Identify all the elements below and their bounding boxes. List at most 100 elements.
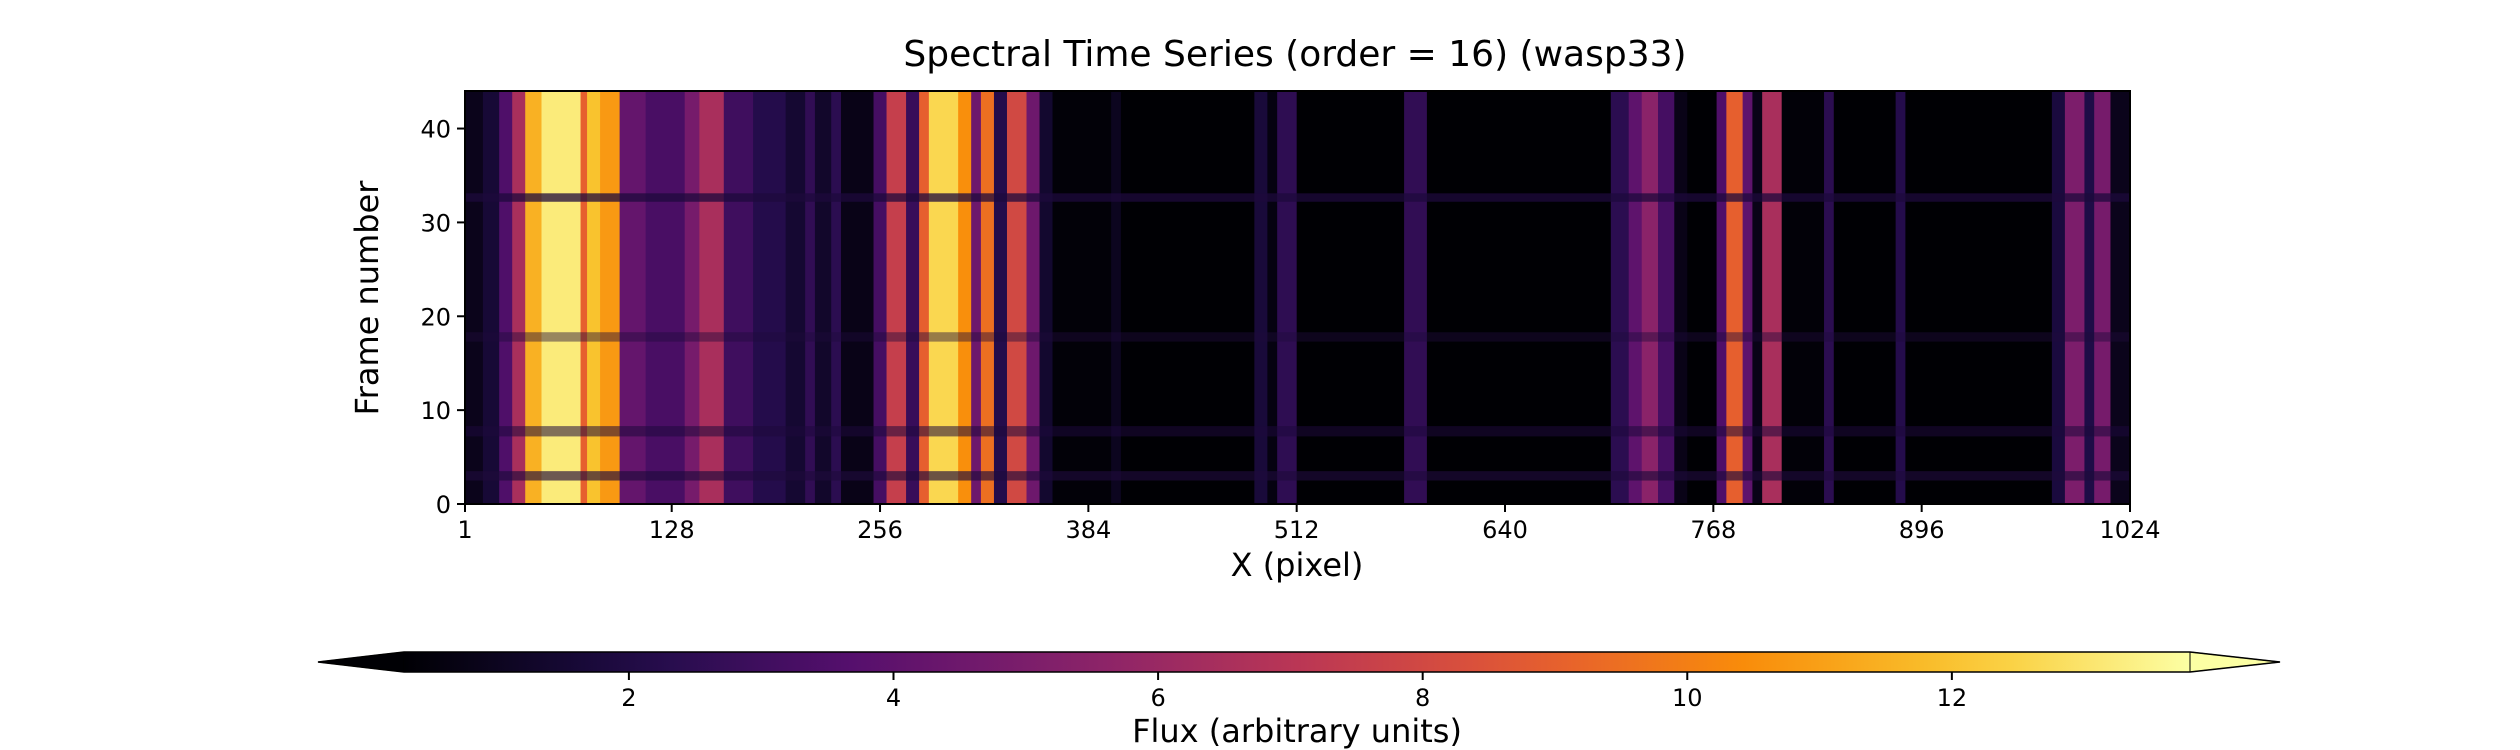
low-flux-frame [465, 471, 2130, 481]
heatmap-band [600, 91, 621, 504]
low-flux-frame [465, 426, 2130, 437]
heatmap-band [2094, 91, 2112, 504]
heatmap-band [1674, 91, 1688, 504]
x-tick-label: 640 [1482, 516, 1528, 544]
x-tick-label: 1 [457, 516, 472, 544]
heatmap-band [1296, 91, 1405, 504]
heatmap-band [1039, 91, 1054, 504]
heatmap-band [1006, 91, 1028, 504]
heatmap-band [684, 91, 700, 504]
x-axis-label: X (pixel) [1231, 546, 1364, 584]
colorbar-extend-low [317, 651, 405, 673]
heatmap-band [2084, 91, 2095, 504]
heatmap-band [873, 91, 888, 504]
heatmap-band [699, 91, 725, 504]
heatmap-band [1641, 91, 1659, 504]
heatmap-band [1687, 91, 1718, 504]
y-tick-label: 30 [420, 209, 451, 237]
heatmap-band [580, 91, 588, 504]
heatmap-band [1426, 91, 1612, 504]
colorbar-tick-label: 4 [886, 684, 901, 712]
plot-frame [464, 90, 2131, 505]
heatmap-band [619, 91, 647, 504]
heatmap-band [1628, 91, 1643, 504]
colorbar-extend-high [2189, 651, 2281, 673]
heatmap-band [1762, 91, 1783, 504]
heatmap-band [465, 91, 484, 504]
heatmap-band [1905, 91, 2053, 504]
heatmap-band [541, 91, 582, 504]
colorbar-label: Flux (arbitrary units) [1132, 712, 1462, 750]
colorbar-gradient [404, 652, 2190, 672]
colorbar-tick-label: 6 [1150, 684, 1165, 712]
heatmap-band [1120, 91, 1255, 504]
heatmap-band [928, 91, 959, 504]
heatmap-band [723, 91, 754, 504]
heatmap-band [971, 91, 982, 504]
heatmap-band [1026, 91, 1041, 504]
x-tick-label: 256 [857, 516, 903, 544]
heatmap-band [1404, 91, 1428, 504]
x-tick-label: 512 [1274, 516, 1320, 544]
heatmap-band [753, 91, 787, 504]
heatmap-band [785, 91, 806, 504]
low-flux-frame [465, 193, 2130, 202]
heatmap-band [1824, 91, 1835, 504]
heatmap-band [1254, 91, 1268, 504]
heatmap-band [814, 91, 832, 504]
x-axis-ticks: 1 128 256 384 512 640 768 896 1024 [457, 504, 2161, 544]
heatmap-band [831, 91, 842, 504]
heatmap-band [1716, 91, 1727, 504]
heatmap-band [1610, 91, 1630, 504]
colorbar-tick-label: 8 [1415, 684, 1430, 712]
heatmap-band [482, 91, 500, 504]
heatmap-band [906, 91, 920, 504]
heatmap-band [2051, 91, 2066, 504]
y-axis-ticks: 0 10 20 30 40 [420, 116, 465, 519]
heatmap-band [1726, 91, 1744, 504]
x-tick-label: 768 [1690, 516, 1736, 544]
colorbar-tick-label: 10 [1672, 684, 1703, 712]
heatmap-band [1833, 91, 1897, 504]
y-tick-label: 0 [436, 491, 451, 519]
heatmap-band [840, 91, 875, 504]
heatmap-band [805, 91, 816, 504]
heatmap-band [1658, 91, 1675, 504]
heatmap-band [993, 91, 1008, 504]
y-tick-label: 10 [420, 397, 451, 425]
heatmap-band [1752, 91, 1763, 504]
heatmap-band [2110, 91, 2131, 504]
low-flux-frame [465, 332, 2130, 342]
heatmap-band [980, 91, 995, 504]
colorbar-tick-label: 2 [621, 684, 636, 712]
x-tick-label: 128 [649, 516, 695, 544]
heatmap-band [499, 91, 513, 504]
y-tick-label: 20 [420, 303, 451, 331]
heatmap-band [1111, 91, 1122, 504]
heatmap-band [1895, 91, 1906, 504]
heatmap-band [1267, 91, 1278, 504]
heatmap-band [1277, 91, 1298, 504]
heatmap-band [886, 91, 907, 504]
heatmap-band [512, 91, 526, 504]
colorbar-tick-label: 12 [1937, 684, 1968, 712]
colorbar: 2 4 6 8 10 12 Flux (arbitrary units) [317, 651, 2281, 750]
chart-title: Spectral Time Series (order = 16) (wasp3… [903, 34, 1686, 75]
colorbar-outline [317, 651, 2281, 673]
heatmap-band [645, 91, 686, 504]
heatmap-band [919, 91, 930, 504]
heatmap-band [1742, 91, 1754, 504]
y-axis-label: Frame number [348, 180, 386, 416]
heatmap-band [1781, 91, 1825, 504]
x-tick-label: 896 [1899, 516, 1945, 544]
heatmap-band [1052, 91, 1112, 504]
heatmap-band [2064, 91, 2086, 504]
x-tick-label: 1024 [2099, 516, 2160, 544]
colorbar-ticks: 2 4 6 8 10 12 [621, 672, 1967, 712]
x-tick-label: 384 [1065, 516, 1111, 544]
heatmap-band [587, 91, 601, 504]
heatmap-band [525, 91, 543, 504]
heatmap [465, 91, 2131, 504]
y-tick-label: 40 [420, 116, 451, 144]
